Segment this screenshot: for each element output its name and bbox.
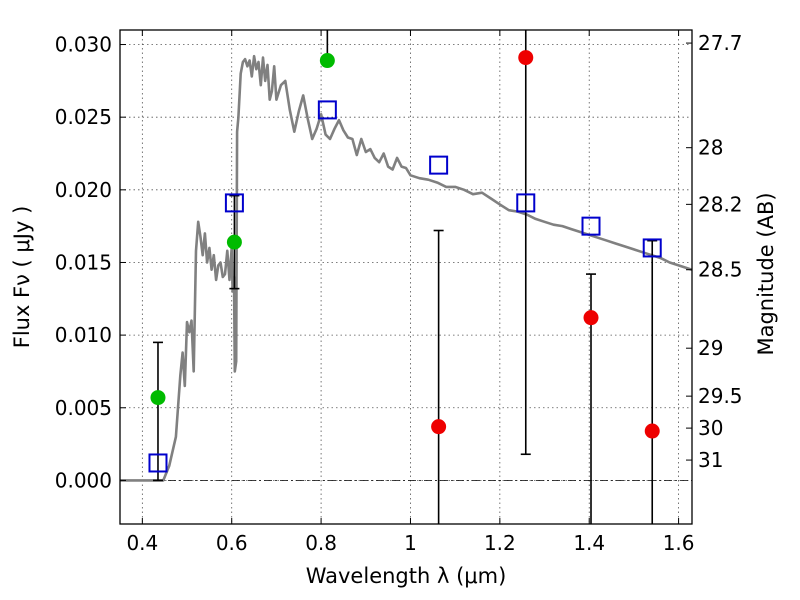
detection-point [150,390,166,406]
model-photometry-point [429,155,449,175]
mag-tick-label: 29 [698,336,723,360]
detection-point [226,234,242,250]
model-photometry-point [516,193,536,213]
x-tick-label: 0.6 [216,531,248,555]
x-axis-label: Wavelength λ (μm) [306,564,507,588]
mag-tick-label: 28 [698,136,723,160]
model-photometry-point [642,238,662,258]
model-photometry-point [224,193,244,213]
model-photometry-point [317,100,337,120]
grid-layer [120,30,692,524]
mag-tick-label: 27.7 [698,31,743,55]
mag-tick-label: 28.5 [698,258,743,282]
upper-limit-point [518,50,534,66]
x-tick-label: 0.4 [126,531,158,555]
spectrum-line [120,54,693,482]
model-photometry-point [148,453,168,473]
y-tick-label: 0.020 [55,178,112,202]
x-tick-label: 1.2 [484,531,516,555]
upper-limit-point [583,310,599,326]
mag-tick-label: 30 [698,416,723,440]
y-tick-label: 0.010 [55,323,112,347]
x-tick-label: 0.8 [305,531,337,555]
x-tick-label: 1.6 [663,531,695,555]
upper-limit-point [644,423,660,439]
y-tick-label: 0.015 [55,250,112,274]
y-tick-label: 0.005 [55,396,112,420]
y2-axis-label: Magnitude (AB) [754,192,778,355]
x-tick-label: 1 [404,531,417,555]
model-photometry-point [581,216,601,236]
y-tick-label: 0.025 [55,105,112,129]
plot-frame [119,29,693,525]
mag-tick-label: 29.5 [698,384,743,408]
y-axis-label: Flux Fν ( μJy ) [10,206,34,349]
spectrum-layer [120,54,693,482]
detection-point [319,53,335,69]
mag-tick-label: 28.2 [698,192,743,216]
upper-limit-point [431,419,447,435]
y-tick-label: 0.030 [55,33,112,57]
mag-tick-label: 31 [698,448,723,472]
y-tick-label: 0.000 [55,468,112,492]
x-tick-label: 1.4 [573,531,605,555]
marker-layer [148,50,662,473]
tick-layer: 0.4 0.6 0.8 1 1.2 1.4 1.6 0.000 0.005 0.010 0.015 0… [55,30,743,555]
